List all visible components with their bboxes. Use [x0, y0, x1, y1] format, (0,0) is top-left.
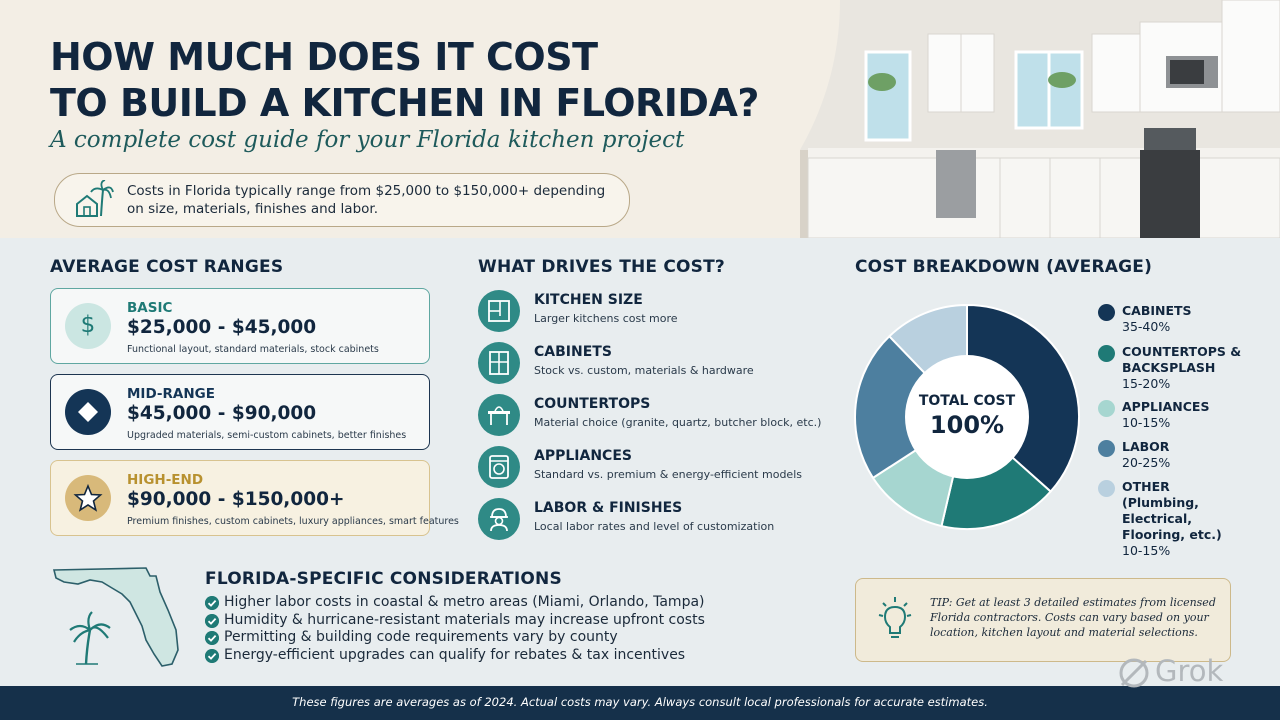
page-title: HOW MUCH DOES IT COST TO BUILD A KITCHEN…	[50, 34, 759, 126]
tip-box: TIP: Get at least 3 detailed estimates f…	[855, 578, 1231, 662]
legend-label: APPLIANCES	[1122, 399, 1210, 414]
tier-label: MID-RANGE	[127, 386, 215, 402]
tip-text: TIP: Get at least 3 detailed estimates f…	[930, 596, 1216, 639]
breakdown-heading: COST BREAKDOWN (AVERAGE)	[855, 257, 1153, 277]
floorplan-icon	[478, 290, 520, 332]
check-icon	[205, 631, 219, 645]
tier-card-mid-range: MID-RANGE $45,000 - $90,000 Upgraded mat…	[50, 374, 430, 450]
tier-label: HIGH-END	[127, 472, 204, 488]
check-icon	[205, 596, 219, 610]
legend-item-other: OTHER (Plumbing, Electrical, Flooring, e…	[1098, 478, 1258, 558]
page-subtitle: A complete cost guide for your Florida k…	[50, 127, 685, 153]
worker-icon	[478, 498, 520, 540]
cost-breakdown-donut-chart: TOTAL COST 100%	[854, 303, 1080, 530]
driver-desc: Material choice (granite, quartz, butche…	[534, 416, 822, 429]
florida-map-icon	[52, 567, 179, 667]
driver-title: COUNTERTOPS	[534, 396, 651, 412]
legend-swatch	[1098, 480, 1115, 497]
donut-center-label: TOTAL COST	[919, 393, 1016, 409]
legend-item-cabinets: CABINETS 35-40%	[1098, 302, 1258, 338]
florida-heading: FLORIDA-SPECIFIC CONSIDERATIONS	[205, 569, 562, 589]
legend-value: 15-20%	[1122, 376, 1171, 391]
lightbulb-icon	[878, 597, 912, 638]
tier-range: $45,000 - $90,000	[127, 403, 317, 424]
legend-value: 10-15%	[1122, 543, 1171, 558]
check-icon	[205, 648, 219, 663]
driver-desc: Standard vs. premium & energy-efficient …	[534, 468, 802, 481]
cost-ranges-heading: AVERAGE COST RANGES	[50, 257, 284, 277]
legend-value: 10-15%	[1122, 415, 1171, 430]
drivers-heading: WHAT DRIVES THE COST?	[478, 257, 725, 277]
legend-label: CABINETS	[1122, 303, 1192, 318]
diamond-icon	[65, 389, 111, 435]
legend-value: 20-25%	[1122, 455, 1171, 470]
driver-labor-finishes: LABOR & FINISHES Local labor rates and l…	[478, 496, 828, 542]
watermark-text: Grok	[1155, 654, 1224, 688]
driver-kitchen-size: KITCHEN SIZE Larger kitchens cost more	[478, 288, 828, 334]
driver-title: CABINETS	[534, 344, 612, 360]
legend-swatch	[1098, 400, 1115, 417]
grok-watermark: Grok	[1117, 652, 1267, 696]
intro-box: Costs in Florida typically range from $2…	[54, 173, 630, 227]
driver-desc: Stock vs. custom, materials & hardware	[534, 364, 754, 377]
star-icon	[65, 475, 111, 521]
title-line-2: TO BUILD A KITCHEN IN FLORIDA?	[50, 81, 759, 125]
donut-hole	[905, 355, 1029, 479]
driver-title: KITCHEN SIZE	[534, 292, 643, 308]
legend-item-labor: LABOR 20-25%	[1098, 438, 1258, 474]
driver-appliances: APPLIANCES Standard vs. premium & energy…	[478, 444, 828, 490]
tier-desc: Functional layout, standard materials, s…	[127, 344, 379, 355]
kitchen-photo	[800, 0, 1280, 238]
florida-considerations-list: Higher labor costs in coastal & metro ar…	[205, 594, 705, 664]
footer-bar: These figures are averages as of 2024. A…	[0, 686, 1280, 720]
dollar-icon: $	[65, 303, 111, 349]
list-item: Humidity & hurricane-resistant materials…	[205, 612, 705, 630]
tier-card-high-end: HIGH-END $90,000 - $150,000+ Premium fin…	[50, 460, 459, 536]
countertop-icon	[478, 394, 520, 436]
cabinet-icon	[478, 342, 520, 384]
tier-range: $90,000 - $150,000+	[127, 489, 345, 510]
appliance-icon	[478, 446, 520, 488]
legend-item-countertops: COUNTERTOPS & BACKSPLASH 15-20%	[1098, 343, 1258, 395]
legend-item-appliances: APPLIANCES 10-15%	[1098, 398, 1258, 434]
legend-value: 35-40%	[1122, 319, 1171, 334]
list-item-text: Permitting & building code requirements …	[224, 629, 618, 645]
legend-swatch	[1098, 440, 1115, 457]
check-icon	[205, 613, 219, 628]
hero-banner: HOW MUCH DOES IT COST TO BUILD A KITCHEN…	[0, 0, 1280, 238]
list-item: Permitting & building code requirements …	[205, 629, 705, 647]
legend-swatch	[1098, 345, 1115, 362]
driver-title: LABOR & FINISHES	[534, 500, 683, 516]
driver-desc: Larger kitchens cost more	[534, 312, 678, 325]
grok-logo-icon	[1119, 658, 1149, 688]
legend-label: COUNTERTOPS & BACKSPLASH	[1122, 344, 1242, 375]
driver-desc: Local labor rates and level of customiza…	[534, 520, 775, 533]
tier-label: BASIC	[127, 300, 173, 316]
tier-card-basic: $ BASIC $25,000 - $45,000 Functional lay…	[50, 288, 430, 364]
list-item: Energy-efficient upgrades can qualify fo…	[205, 647, 705, 665]
tier-range: $25,000 - $45,000	[127, 317, 317, 338]
tier-desc: Premium finishes, custom cabinets, luxur…	[127, 516, 459, 527]
driver-title: APPLIANCES	[534, 448, 632, 464]
driver-countertops: COUNTERTOPS Material choice (granite, qu…	[478, 392, 828, 438]
list-item-text: Higher labor costs in coastal & metro ar…	[224, 594, 705, 610]
legend-label: LABOR	[1122, 439, 1170, 454]
driver-cabinets: CABINETS Stock vs. custom, materials & h…	[478, 340, 828, 386]
donut-center-value: 100%	[930, 411, 1004, 439]
list-item: Higher labor costs in coastal & metro ar…	[205, 594, 705, 612]
palm-house-icon	[76, 180, 114, 217]
tier-desc: Upgraded materials, semi-custom cabinets…	[127, 430, 407, 441]
title-line-1: HOW MUCH DOES IT COST	[50, 35, 598, 79]
list-item-text: Energy-efficient upgrades can qualify fo…	[224, 646, 686, 663]
intro-text: Costs in Florida typically range from $2…	[127, 183, 606, 217]
list-item-text: Humidity & hurricane-resistant materials…	[224, 611, 705, 628]
legend-label: OTHER (Plumbing, Electrical, Flooring, e…	[1122, 479, 1222, 542]
footer-disclaimer: These figures are averages as of 2024. A…	[292, 695, 988, 709]
legend-swatch	[1098, 304, 1115, 321]
